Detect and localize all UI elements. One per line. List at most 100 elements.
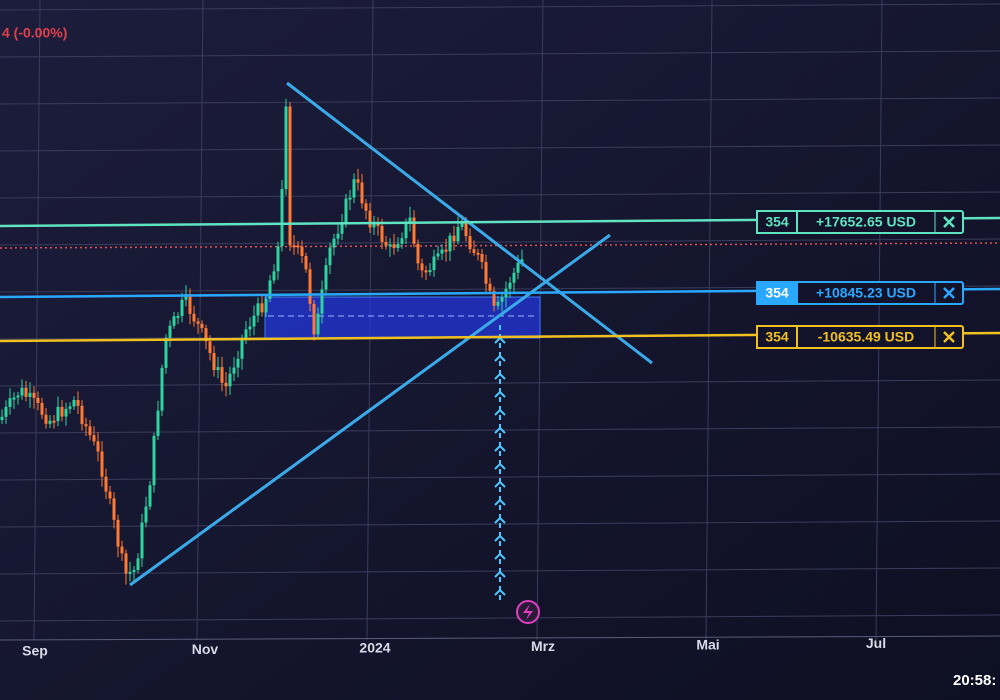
candle-body	[248, 326, 252, 330]
candle-body	[328, 247, 332, 266]
candle-body	[116, 519, 120, 547]
candle-body	[492, 290, 496, 306]
candle-body	[332, 238, 336, 248]
candle-body	[352, 179, 356, 198]
candle-body	[308, 269, 312, 304]
candle-body	[192, 313, 196, 322]
candle-body	[516, 262, 520, 273]
x-tick-label: Nov	[192, 641, 219, 657]
grid-line	[705, 0, 713, 641]
candle-body	[120, 546, 124, 554]
x-axis: Sep Nov 2024 Mrz Mai Jul	[22, 635, 886, 659]
candle-body	[280, 189, 284, 247]
candle-body	[468, 236, 472, 250]
candle-body	[488, 283, 492, 291]
arrow-head	[494, 372, 506, 380]
arrow-head	[494, 390, 506, 398]
candle-body	[344, 198, 348, 224]
candle-body	[48, 420, 52, 424]
candle-body	[520, 259, 524, 263]
x-tick-label: 2024	[359, 640, 390, 656]
grid-line	[0, 191, 1000, 199]
candle-body	[244, 329, 248, 339]
candle-body	[188, 294, 192, 314]
candle-body	[348, 197, 352, 200]
candle-body	[400, 238, 404, 244]
order-close[interactable]	[943, 287, 955, 299]
candle-body	[292, 245, 296, 248]
clock: 20:58:	[953, 672, 996, 689]
candle-body	[288, 106, 292, 246]
order-quantity-box	[756, 281, 798, 305]
grid-line	[0, 614, 1000, 622]
grid-line	[0, 238, 1000, 246]
candle-body	[128, 571, 132, 574]
candle-body	[388, 244, 392, 247]
candle-body	[4, 406, 8, 417]
candle-body	[68, 406, 72, 409]
candle-body	[324, 265, 328, 290]
candle-body	[92, 435, 96, 442]
arrow-head	[494, 516, 506, 524]
candle-body	[152, 435, 156, 486]
candle-body	[404, 221, 408, 239]
candle-body	[104, 476, 108, 492]
candle-body	[416, 243, 420, 264]
grid-line	[0, 473, 1000, 481]
candle-body	[496, 301, 500, 306]
candle-body	[176, 315, 180, 318]
candle-body	[84, 424, 88, 427]
candle-body	[204, 328, 208, 342]
candle-body	[24, 387, 28, 397]
candle-body	[268, 280, 272, 299]
order-close[interactable]	[943, 331, 955, 343]
candle-body	[272, 271, 276, 281]
candle-body	[424, 270, 428, 273]
candle-body	[276, 246, 280, 272]
candle-body	[284, 106, 288, 190]
grid-line	[0, 3, 1000, 11]
arrow-head	[494, 534, 506, 542]
candle-body	[224, 382, 228, 387]
candle-body	[180, 299, 184, 316]
candle-body	[480, 253, 484, 262]
candle-body	[368, 210, 372, 228]
candle-body	[380, 225, 384, 242]
candle-body	[76, 400, 80, 406]
candle-body	[144, 506, 148, 523]
candle-body	[440, 249, 444, 254]
candle-body	[44, 414, 48, 424]
grid-line	[875, 0, 883, 641]
candle-body	[80, 405, 84, 425]
candle-body	[0, 416, 4, 420]
x-tick-label: Sep	[22, 643, 48, 659]
x-tick-label: Mai	[696, 637, 719, 653]
candle-body	[16, 395, 20, 398]
candle-body	[132, 570, 136, 573]
arrow-head	[494, 408, 506, 416]
candle-body	[452, 235, 456, 242]
candle-body	[140, 522, 144, 559]
candle-body	[260, 303, 264, 313]
order-quantity-box	[756, 325, 798, 349]
candle-body	[316, 313, 320, 335]
candle-body	[456, 226, 460, 242]
candle-body	[392, 244, 396, 249]
candle-body	[96, 441, 100, 452]
candle-body	[312, 303, 316, 335]
candle-body	[240, 338, 244, 359]
candle-body	[232, 367, 236, 374]
candle-body	[88, 426, 92, 436]
axis-line	[0, 635, 1000, 641]
arrow-head	[494, 354, 506, 362]
order-close[interactable]	[943, 216, 955, 228]
candle-body	[156, 410, 160, 436]
order-pnl: -10635.49 USD	[818, 329, 915, 345]
candle-body	[428, 270, 432, 273]
order-quantity-box	[756, 210, 798, 234]
projection-arrow	[494, 325, 506, 600]
candle-body	[20, 387, 24, 396]
candle-body	[8, 398, 12, 407]
candle-body	[476, 252, 480, 255]
candle-body	[148, 485, 152, 507]
